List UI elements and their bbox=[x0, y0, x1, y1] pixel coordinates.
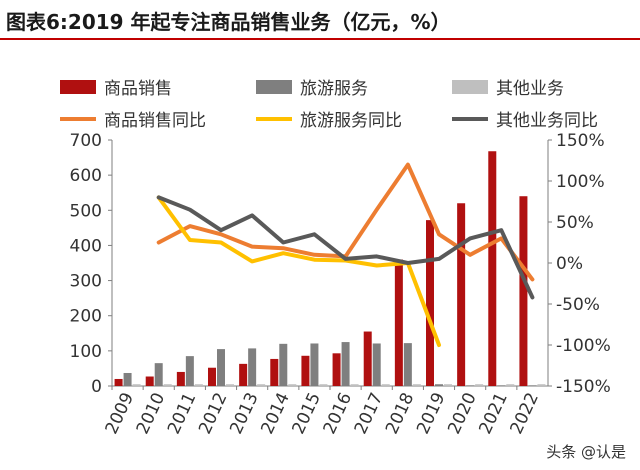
y-tick-label: 100 bbox=[70, 342, 102, 362]
x-tick-label: 2009 bbox=[102, 390, 138, 438]
y-tick-label: 300 bbox=[70, 272, 102, 292]
x-tick-label: 2020 bbox=[444, 390, 480, 438]
x-tick-label: 2022 bbox=[507, 390, 543, 438]
bar bbox=[185, 356, 194, 386]
bar bbox=[394, 259, 403, 386]
y-tick-label: 500 bbox=[70, 201, 102, 221]
bar bbox=[488, 151, 497, 386]
bar bbox=[435, 384, 443, 386]
x-tick-label: 2016 bbox=[320, 390, 356, 438]
y2-tick-label: 150% bbox=[556, 131, 605, 151]
legend-item-travel-service: 旅游服务 bbox=[256, 74, 368, 99]
bar bbox=[301, 355, 310, 386]
bar bbox=[279, 343, 288, 386]
legend-item-other-business-yoy: 其他业务同比 bbox=[452, 106, 598, 131]
x-tick-label: 2012 bbox=[195, 390, 231, 438]
x-tick-label: 2018 bbox=[382, 390, 418, 438]
series-line bbox=[156, 195, 441, 347]
legend-label: 商品销售 bbox=[104, 79, 172, 99]
legend-swatch bbox=[256, 79, 292, 94]
y2-tick-label: -100% bbox=[556, 336, 611, 356]
bar bbox=[537, 384, 546, 386]
bar bbox=[208, 367, 216, 386]
x-tick-label: 2011 bbox=[164, 390, 200, 438]
legend-swatch bbox=[256, 116, 292, 121]
legend-label: 商品销售同比 bbox=[104, 111, 206, 131]
legend-item-goods-sales: 商品销售 bbox=[60, 74, 172, 99]
legend-swatch bbox=[452, 116, 488, 121]
bar bbox=[145, 376, 154, 386]
y-tick-label: 600 bbox=[70, 166, 102, 186]
bar bbox=[257, 384, 266, 386]
title-bar: 图表6:2019 年起专注商品销售业务（亿元，%） bbox=[0, 0, 640, 40]
bar bbox=[341, 342, 350, 386]
bar bbox=[163, 384, 172, 386]
y2-tick-label: 0% bbox=[556, 254, 583, 274]
bar bbox=[132, 384, 141, 386]
legend-label: 旅游服务 bbox=[300, 79, 368, 99]
bar bbox=[497, 385, 506, 386]
legend-swatch bbox=[452, 79, 488, 94]
legend-item-other-business: 其他业务 bbox=[452, 74, 564, 99]
bar bbox=[466, 385, 475, 386]
y-tick-label: 400 bbox=[70, 236, 102, 256]
watermark: 头条 @认是 bbox=[546, 443, 626, 461]
x-tick-label: 2015 bbox=[289, 390, 325, 438]
legend-item-goods-sales-yoy: 商品销售同比 bbox=[60, 106, 206, 131]
bar bbox=[226, 384, 234, 386]
y2-tick-label: -150% bbox=[556, 377, 611, 397]
x-tick-label: 2021 bbox=[475, 390, 511, 438]
bar bbox=[154, 363, 163, 386]
legend-item-travel-service-yoy: 旅游服务同比 bbox=[256, 106, 402, 131]
y2-tick-label: 100% bbox=[556, 172, 605, 192]
bar bbox=[123, 372, 132, 386]
x-tick-label: 2019 bbox=[413, 390, 449, 438]
legend-label: 旅游服务同比 bbox=[300, 111, 402, 131]
legend: 商品销售 旅游服务 其他业务 商品销售同比 旅游服务同比 其他业务同比 bbox=[60, 74, 640, 134]
bar bbox=[519, 196, 528, 386]
y-tick-label: 0 bbox=[91, 377, 102, 397]
bar bbox=[114, 378, 123, 386]
chart-title: 图表6:2019 年起专注商品销售业务（亿元，%） bbox=[6, 10, 451, 34]
bar bbox=[319, 384, 328, 386]
bar bbox=[506, 384, 515, 386]
bar bbox=[176, 371, 185, 386]
legend-label: 其他业务 bbox=[496, 79, 564, 99]
bar bbox=[372, 343, 381, 386]
x-tick-label: 2010 bbox=[133, 390, 169, 438]
bar bbox=[310, 343, 319, 386]
bar bbox=[363, 331, 372, 386]
bar bbox=[270, 358, 279, 386]
bar bbox=[444, 384, 452, 386]
bar bbox=[457, 203, 466, 386]
bar bbox=[217, 349, 225, 386]
bar bbox=[332, 353, 341, 386]
legend-label: 其他业务同比 bbox=[496, 111, 598, 131]
x-tick-label: 2013 bbox=[226, 390, 262, 438]
bar bbox=[288, 384, 297, 386]
bar bbox=[194, 384, 203, 386]
bar bbox=[403, 343, 412, 386]
bar bbox=[239, 363, 248, 386]
y2-tick-label: 50% bbox=[556, 213, 594, 233]
bar bbox=[528, 385, 537, 386]
y-tick-label: 700 bbox=[70, 131, 102, 151]
bar bbox=[381, 384, 390, 386]
y2-tick-label: -50% bbox=[556, 295, 600, 315]
series-line bbox=[156, 195, 535, 300]
bar bbox=[426, 220, 434, 386]
bar bbox=[412, 384, 421, 386]
bar bbox=[475, 384, 484, 386]
bar bbox=[248, 348, 257, 386]
legend-swatch bbox=[60, 116, 96, 121]
x-tick-label: 2017 bbox=[351, 390, 387, 438]
x-tick-label: 2014 bbox=[257, 390, 293, 438]
legend-swatch bbox=[60, 79, 96, 94]
bar bbox=[350, 384, 359, 386]
y-tick-label: 200 bbox=[70, 307, 102, 327]
